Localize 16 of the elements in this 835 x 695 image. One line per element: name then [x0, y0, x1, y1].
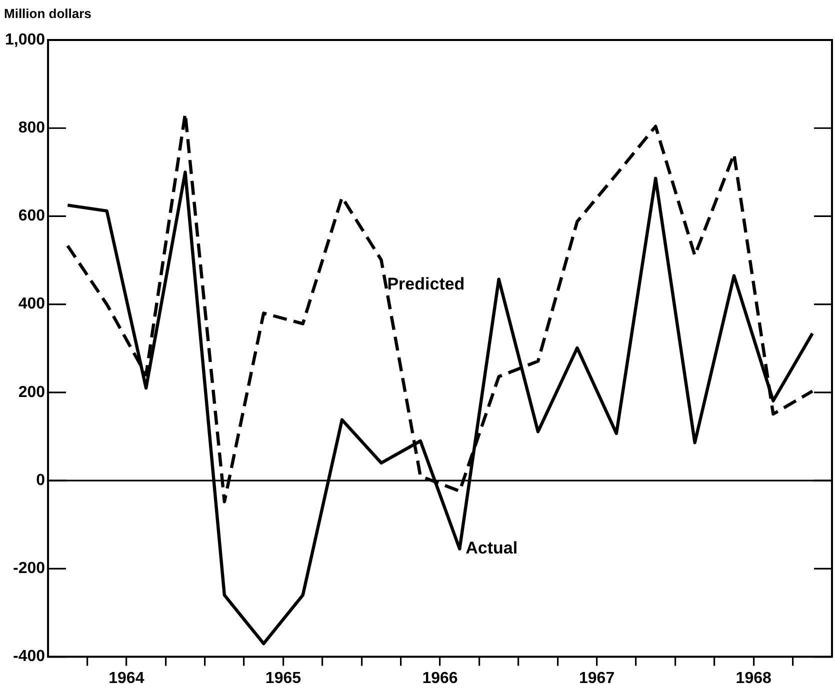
y-tick-label: 800 — [18, 120, 46, 137]
x-tick-label: 1964 — [108, 670, 144, 687]
y-tick-label: 600 — [18, 208, 46, 225]
x-tick-label: 1968 — [736, 670, 772, 687]
y-axis-title: Million dollars — [4, 6, 92, 21]
y-tick-label: -400 — [13, 648, 46, 666]
x-tick-label: 1965 — [265, 670, 302, 687]
y-tick-label: -200 — [13, 560, 46, 578]
series-label: Predicted — [387, 274, 465, 294]
x-tick-label: 1966 — [422, 670, 458, 687]
y-tick-label: 200 — [18, 384, 46, 401]
x-tick-label: 1967 — [579, 670, 615, 687]
series-label: Actual — [466, 538, 518, 558]
y-tick-label: 0 — [36, 472, 46, 489]
y-tick-label: 400 — [18, 296, 46, 313]
y-tick-label: 1,000 — [4, 31, 46, 48]
